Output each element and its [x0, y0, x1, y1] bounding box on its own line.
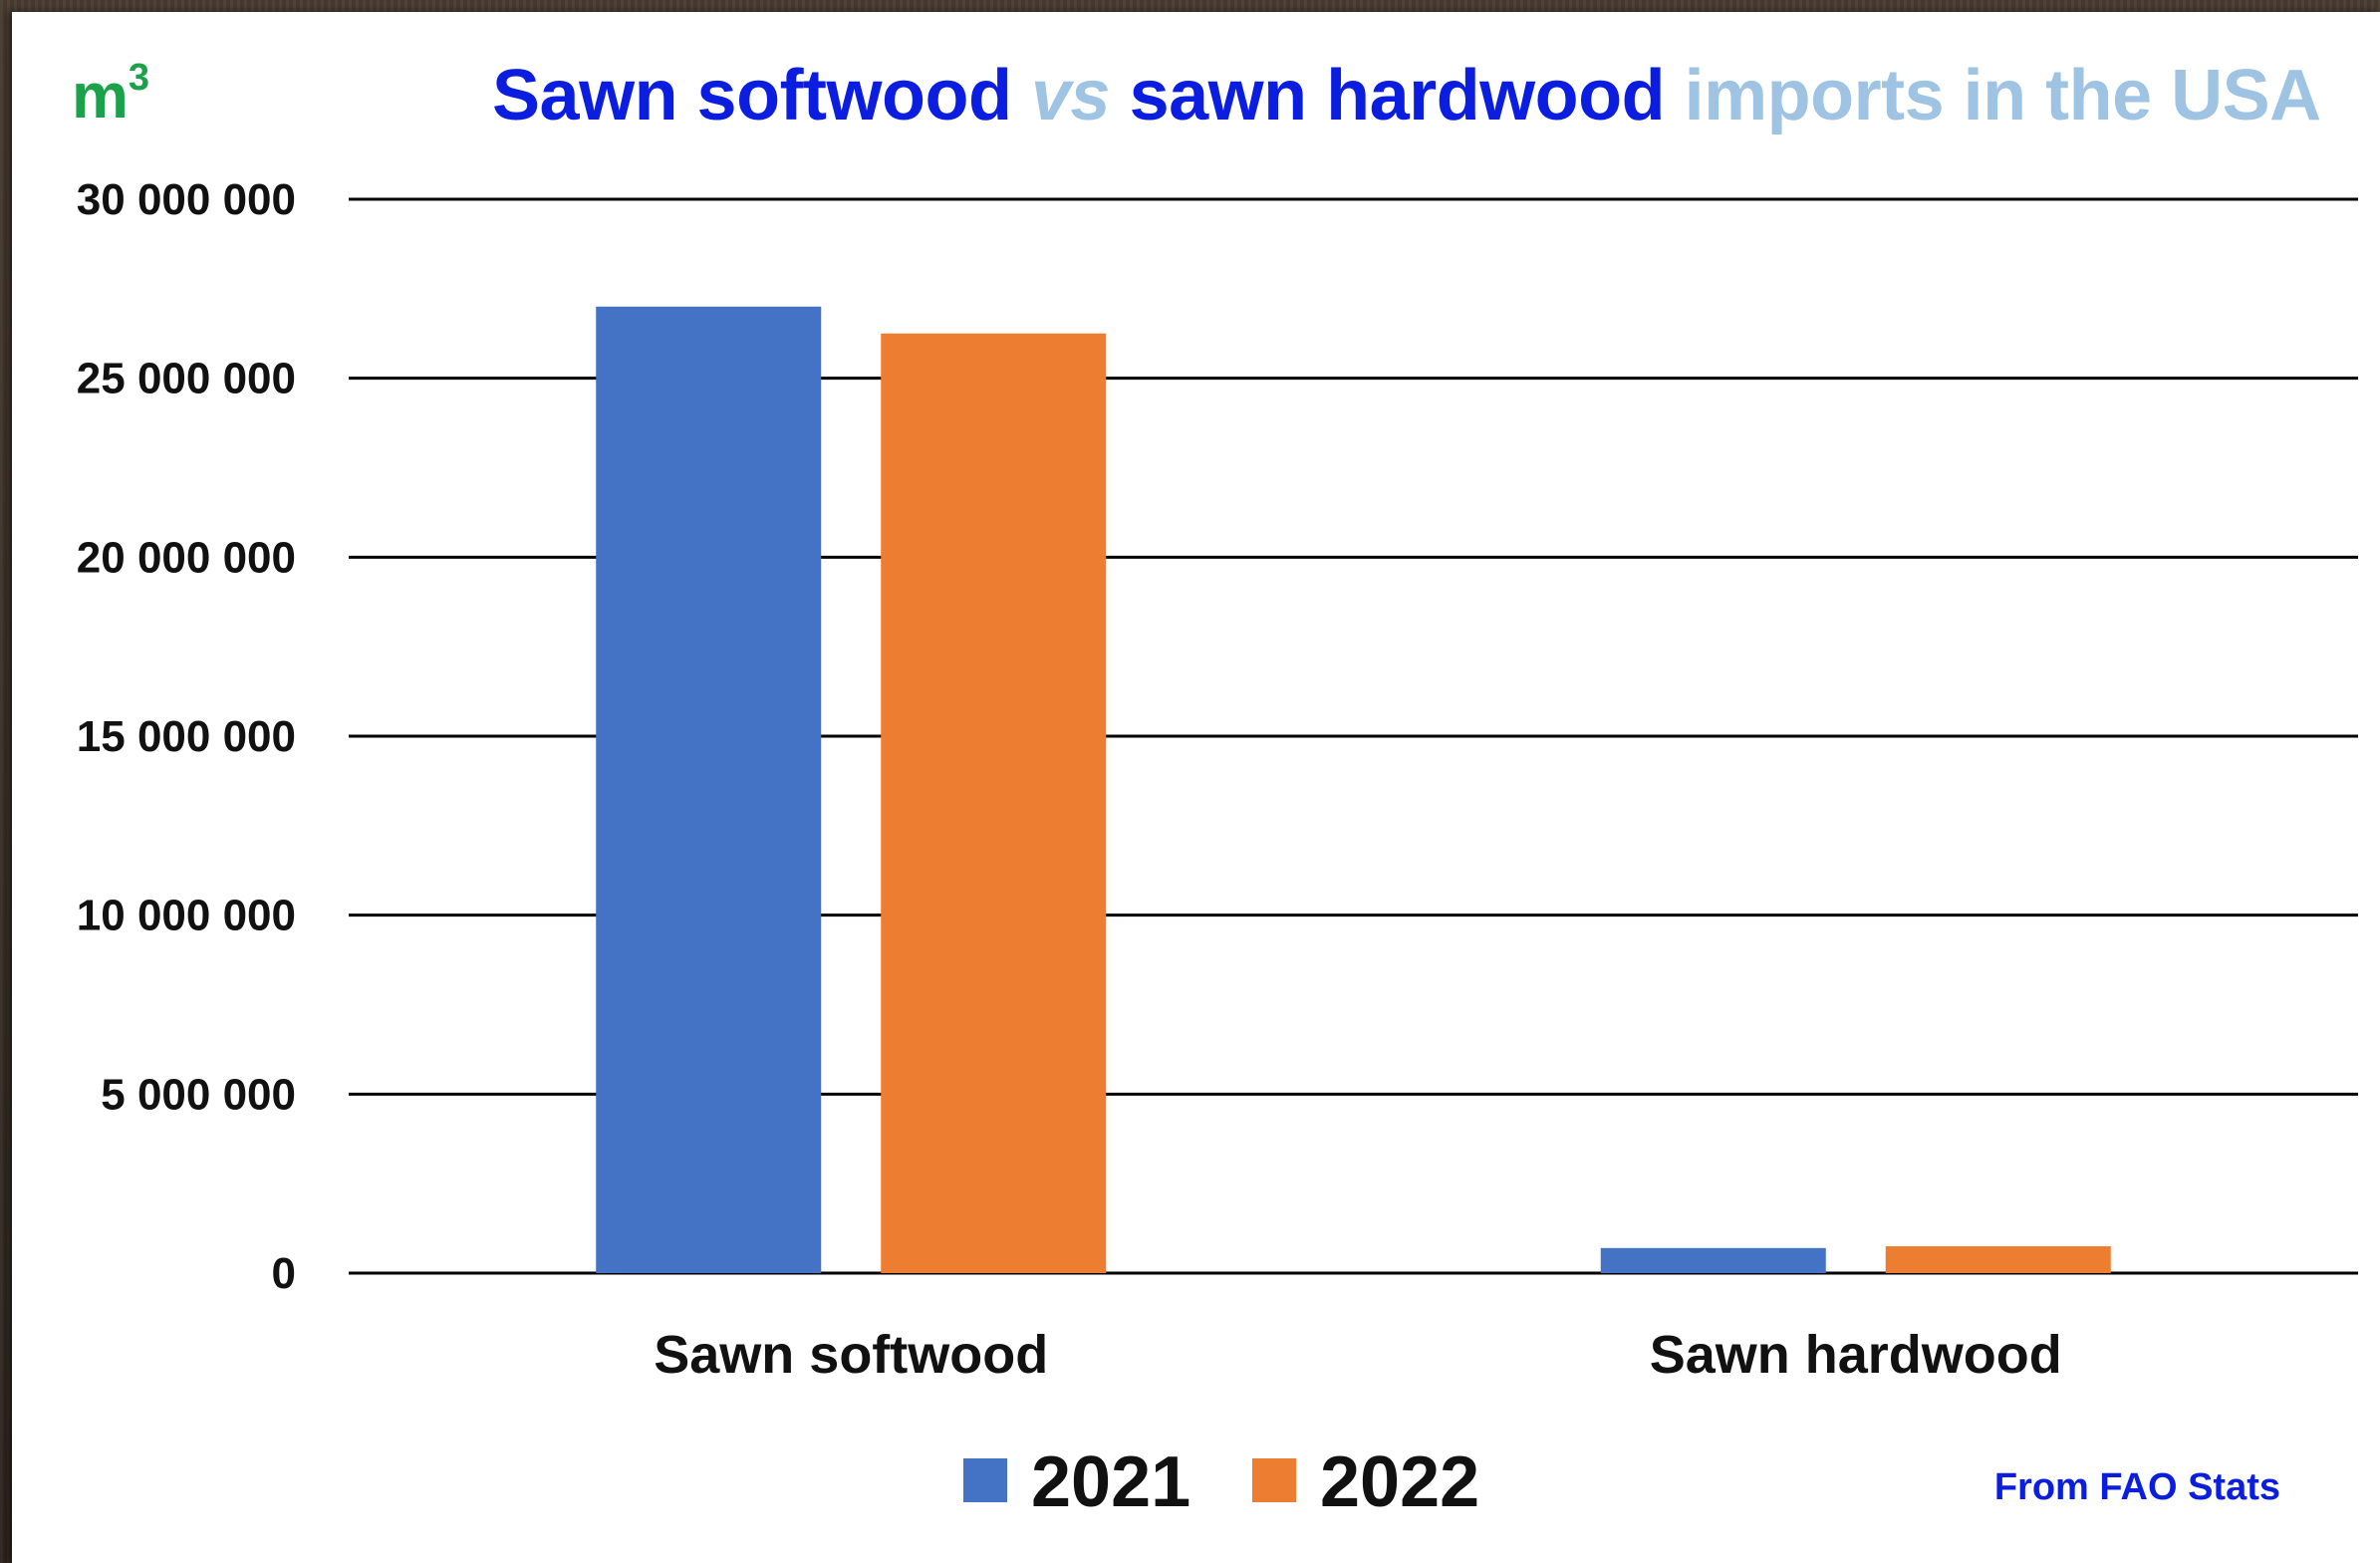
y-tick-label: 15 000 000 — [77, 712, 296, 761]
legend-swatch — [1252, 1458, 1296, 1502]
legend-swatch — [963, 1458, 1007, 1502]
source-note: From FAO Stats — [1993, 1466, 2280, 1508]
chart-card: m3 Sawn softwood vs sawn hardwood import… — [12, 12, 2380, 1563]
unit-superscript: 3 — [128, 56, 150, 99]
y-tick-label: 5 000 000 — [101, 1070, 296, 1119]
title-vs: vs — [1030, 56, 1111, 135]
title-part-softwood: Sawn softwood — [492, 56, 1031, 135]
category-label: Sawn hardwood — [1650, 1325, 2062, 1385]
x-axis-categories: Sawn softwood Sawn hardwood — [654, 1325, 2062, 1385]
bar-2021-1 — [1600, 1247, 1826, 1273]
title-part-imports: imports in the USA — [1665, 56, 2322, 135]
bar-2021-0 — [596, 306, 822, 1273]
legend-label: 2021 — [1031, 1442, 1190, 1522]
bar-2022-1 — [1885, 1246, 2111, 1273]
y-tick-label: 10 000 000 — [77, 892, 296, 940]
bars — [596, 306, 2111, 1273]
y-tick-label: 0 — [272, 1249, 296, 1298]
bar-2022-0 — [881, 333, 1107, 1273]
chart-title: Sawn softwood vs sawn hardwood imports i… — [492, 60, 2321, 131]
category-label: Sawn softwood — [654, 1325, 1048, 1385]
y-tick-label: 20 000 000 — [77, 533, 296, 582]
y-tick-label: 25 000 000 — [77, 355, 296, 403]
title-part-hardwood: sawn hardwood — [1110, 56, 1666, 135]
unit-label: m3 — [72, 59, 149, 128]
legend: 2021 2022 — [963, 1442, 1479, 1522]
legend-label: 2022 — [1320, 1442, 1479, 1522]
y-tick-label: 30 000 000 — [77, 175, 296, 224]
unit-base: m — [72, 60, 129, 131]
y-axis-ticks: 0 5 000 000 10 000 000 15 000 000 20 000 000… — [77, 175, 296, 1298]
